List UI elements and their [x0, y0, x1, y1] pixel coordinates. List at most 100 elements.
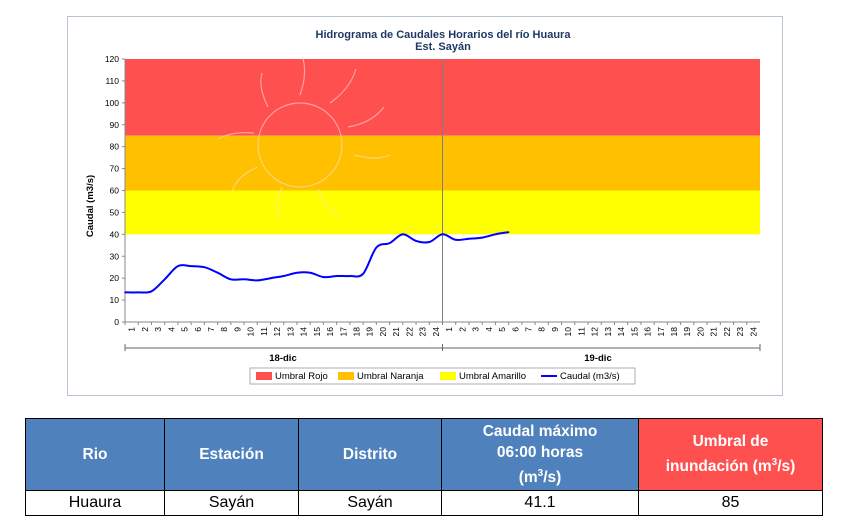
x-tick-label: 15 — [312, 327, 322, 337]
x-tick-label: 21 — [391, 327, 401, 337]
day-label-18-dic: 18-dic — [269, 353, 296, 364]
y-tick-label: 20 — [110, 273, 120, 283]
x-tick-label: 14 — [616, 327, 626, 337]
y-axis-label: Caudal (m3/s) — [85, 175, 96, 237]
legend-swatch-rojo — [256, 372, 272, 380]
data-point — [507, 231, 510, 233]
x-tick-label: 3 — [471, 327, 481, 332]
header-umbral-line2b: /s) — [777, 458, 796, 476]
x-tick-label: 11 — [259, 327, 269, 336]
x-tick-label: 7 — [523, 327, 533, 332]
x-tick-label: 6 — [510, 327, 520, 332]
x-tick-label: 23 — [735, 327, 745, 337]
legend-item-amarillo: Umbral Amarillo — [459, 371, 526, 382]
chart-title: Hidrograma de Caudales Horarios del río … — [316, 29, 572, 41]
x-tick-label: 2 — [457, 327, 467, 332]
y-tick-label: 70 — [110, 164, 120, 174]
y-tick-label: 80 — [110, 142, 120, 152]
x-tick-label: 19 — [682, 327, 692, 337]
data-point — [322, 276, 325, 278]
data-point — [375, 246, 378, 249]
cell-umbral: 85 — [638, 490, 823, 516]
table-row: Huaura Sayán Sayán 41.1 85 — [25, 490, 823, 516]
y-tick-label: 0 — [114, 317, 119, 327]
data-point — [243, 278, 245, 281]
header-caudal-line3: (m — [518, 469, 538, 487]
x-tick-label: 21 — [709, 327, 719, 337]
x-tick-label: 18 — [669, 327, 679, 337]
y-tick-label: 30 — [110, 251, 120, 261]
y-tick-label: 120 — [105, 54, 119, 64]
x-tick-label: 20 — [378, 327, 388, 337]
cell-caudal: 41.1 — [441, 490, 639, 516]
data-point — [269, 277, 272, 279]
data-point — [454, 239, 457, 241]
summary-table: Rio Estación Distrito Caudal máximo 06:0… — [25, 418, 823, 516]
x-tick-label: 6 — [193, 327, 203, 332]
data-point — [309, 271, 312, 274]
data-point — [349, 275, 351, 277]
data-point — [177, 265, 179, 267]
data-point — [137, 291, 140, 294]
cell-rio: Huaura — [25, 490, 165, 516]
y-tick-label: 100 — [105, 98, 119, 108]
x-tick-label: 9 — [550, 327, 560, 332]
data-point — [388, 242, 391, 244]
y-tick-label: 60 — [110, 186, 120, 196]
y-tick-label: 10 — [110, 295, 120, 305]
data-point — [190, 265, 192, 267]
x-tick-label: 1 — [444, 327, 454, 332]
chart-legend: Umbral Rojo Umbral Naranja Umbral Amaril… — [249, 367, 636, 385]
x-tick-label: 9 — [232, 327, 242, 332]
legend-item-naranja: Umbral Naranja — [357, 371, 424, 382]
x-tick-label: 15 — [629, 327, 639, 337]
x-tick-label: 16 — [643, 327, 653, 337]
cell-estacion: Sayán — [164, 490, 299, 516]
y-tick-label: 110 — [105, 76, 119, 86]
header-caudal-line3b: /s) — [543, 469, 562, 487]
data-point — [441, 233, 444, 236]
x-tick-label: 14 — [299, 327, 309, 337]
data-point — [428, 241, 431, 243]
day-axis: 18-dic 19-dic — [124, 344, 761, 364]
y-tick-label: 90 — [110, 120, 120, 130]
header-caudal-maximo: Caudal máximo 06:00 horas (m3/s) — [441, 418, 639, 491]
x-tick-label: 17 — [656, 327, 666, 337]
series-layer — [124, 231, 510, 294]
x-tick-label: 2 — [140, 327, 150, 332]
x-tick-label: 4 — [166, 327, 176, 332]
chart-subtitle: Est. Sayán — [415, 41, 471, 53]
header-umbral-line2: inundación (m — [665, 458, 772, 476]
data-point — [216, 271, 219, 274]
chart-canvas: Hidrograma de Caudales Horarios del río … — [85, 29, 761, 385]
x-tick-label: 12 — [590, 327, 600, 337]
header-caudal-line1: Caudal máximo — [482, 422, 598, 440]
header-estacion: Estación — [164, 418, 299, 491]
series-line-caudal — [124, 231, 509, 294]
data-point — [494, 233, 497, 236]
x-tick-label: 17 — [338, 327, 348, 337]
x-tick-label: 22 — [404, 327, 414, 337]
data-point — [256, 279, 259, 282]
day-label-19-dic: 19-dic — [584, 353, 611, 364]
x-tick-label: 5 — [497, 327, 507, 332]
x-tick-label: 3 — [153, 327, 163, 332]
data-point — [150, 290, 153, 293]
y-tick-label: 40 — [110, 229, 120, 239]
x-tick-label: 10 — [246, 327, 256, 337]
x-tick-label: 13 — [603, 327, 613, 337]
data-point — [481, 236, 483, 239]
data-point — [415, 240, 417, 242]
data-point — [296, 271, 298, 274]
data-point — [335, 275, 338, 277]
data-point — [402, 233, 404, 236]
x-tick-label: 13 — [285, 327, 295, 337]
x-tick-label: 8 — [219, 327, 229, 332]
data-point — [203, 266, 206, 269]
x-tick-label: 7 — [206, 327, 216, 332]
x-tick-label: 22 — [722, 327, 732, 337]
x-tick-label: 11 — [576, 327, 586, 336]
y-tick-label: 50 — [110, 207, 120, 217]
legend-swatch-amarillo — [440, 372, 456, 380]
legend-swatch-naranja — [338, 372, 354, 380]
